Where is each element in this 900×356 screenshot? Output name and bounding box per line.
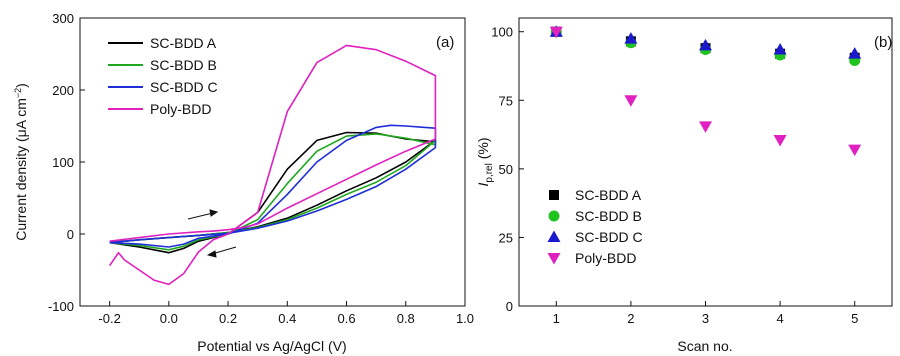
data-point-sc-bdd-c [699,38,712,51]
series-line-poly-bdd [108,44,437,286]
legend-marker-b [547,253,561,265]
x-tick-label-a: 1.0 [456,311,474,326]
data-point-sc-bdd-c [773,43,787,55]
y-tick-label-b: 75 [499,93,513,108]
y-tick-label-b: 50 [499,162,513,177]
legend-label-a: SC-BDD C [150,79,218,95]
legend-label-b: SC-BDD A [575,187,642,203]
a-series-group [108,44,437,286]
y-tick-label-a: 300 [52,11,74,26]
data-point-poly-bdd [624,95,638,107]
scan-direction-arrows [187,209,237,258]
y-tick-label-a: -100 [48,299,74,314]
b-series-group [549,25,862,157]
x-tick-label-b: 1 [553,311,560,326]
data-point-poly-bdd [699,121,712,133]
legend-marker-b [548,210,560,222]
panel-a: -0.2 0.0 0.2 0.4 0.6 0.8 1.0 -100 0 100 200 300 (a)… [13,11,474,354]
legend-label-b: Poly-BDD [575,250,636,266]
data-point-poly-bdd [848,144,862,157]
x-tick-label-a: 0.6 [337,311,355,326]
a-axis-ticks: -0.2 0.0 0.2 0.4 0.6 0.8 1.0 -100 0 100 200 300 [48,11,474,326]
panel-label-a: (a) [436,34,454,51]
x-tick-label-b: 3 [702,311,709,326]
data-point-sc-bdd-c [624,32,638,44]
x-tick-label-a: 0.2 [219,311,237,326]
series-line-sc-bdd-c [109,124,437,248]
data-point-poly-bdd [549,26,563,39]
y-axis-label-a: Current density (μA cm−2) [13,83,29,241]
x-tick-label-b: 2 [627,311,634,326]
legend-label-a: SC-BDD B [150,57,217,73]
legend-marker-b [547,230,561,242]
y-tick-label-a: 0 [67,227,74,242]
x-tick-label-a: -0.2 [98,311,120,326]
data-point-poly-bdd [773,135,787,147]
legend-label-a: Poly-BDD [150,101,211,117]
legend-label-b: SC-BDD C [575,229,643,245]
y-tick-label-b: 100 [491,25,513,40]
x-tick-label-a: 0.4 [278,311,296,326]
panel-label-b: (b) [874,34,892,51]
y-axis-label-b: Ip,rel (%) [475,137,495,186]
legend-a: SC-BDD A SC-BDD B SC-BDD C Poly-BDD [108,35,218,117]
x-tick-label-a: 0.0 [160,311,178,326]
y-tick-label-b: 0 [506,299,513,314]
x-tick-label-b: 4 [776,311,783,326]
x-tick-label-a: 0.8 [397,311,415,326]
y-tick-label-b: 25 [499,230,513,245]
y-tick-label-a: 200 [52,83,74,98]
legend-marker-b [549,190,559,200]
legend-label-b: SC-BDD B [575,208,642,224]
legend-label-a: SC-BDD A [150,35,217,51]
data-point-sc-bdd-c [848,47,862,59]
x-tick-label-b: 5 [851,311,858,326]
legend-b: SC-BDD A SC-BDD B SC-BDD C Poly-BDD [547,187,643,266]
x-axis-label-a: Potential vs Ag/AgCl (V) [197,338,346,354]
y-tick-label-a: 100 [52,155,74,170]
x-axis-label-b: Scan no. [677,338,732,354]
